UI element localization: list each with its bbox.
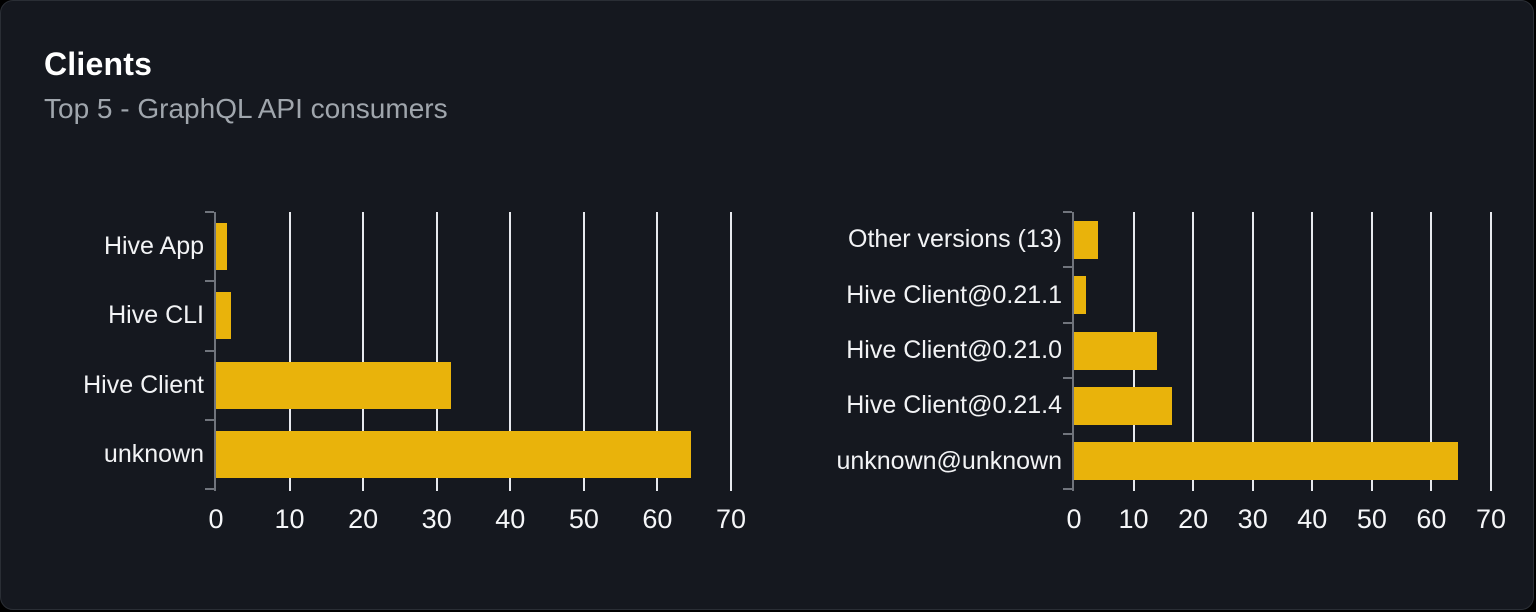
x-axis-tick-label: 10 [1118, 504, 1149, 534]
panel-subtitle: Top 5 - GraphQL API consumers [44, 93, 448, 124]
category-label: Hive Client@0.21.4 [846, 391, 1062, 420]
chart-bar [1074, 442, 1459, 481]
gridline [1251, 212, 1254, 491]
x-axis-tick-label: 40 [1297, 504, 1328, 534]
x-axis-tick-label: 0 [1066, 504, 1082, 534]
clients-by-version-chart: Other versions (13) Hive Client@0.21.1 Hiv… [836, 211, 1506, 542]
panel-title: Clients [44, 46, 153, 82]
x-axis-tick-label: 30 [1237, 504, 1268, 534]
plot-area [1063, 211, 1492, 491]
x-axis-tick-label: 30 [421, 504, 452, 534]
y-axis-line [214, 212, 216, 491]
gridline [1311, 212, 1314, 491]
x-axis-tick-label: 20 [1178, 504, 1209, 534]
x-axis-tick-label: 40 [495, 504, 526, 534]
x-axis-tick-label: 60 [642, 504, 673, 534]
y-axis-tick [1063, 488, 1072, 490]
clients-by-name-chart: Hive App Hive CLI Hive Client unknown 0 10 20… [83, 211, 746, 542]
chart-bar [216, 361, 452, 409]
y-axis-line [1072, 212, 1074, 491]
x-axis-tick-label: 20 [348, 504, 379, 534]
y-axis-tick [205, 211, 214, 213]
x-axis-tick-label: 60 [1416, 504, 1447, 534]
category-label: Hive Client@0.21.0 [846, 335, 1062, 364]
category-label: unknown [103, 439, 204, 468]
gridline [362, 212, 365, 491]
chart-bar [216, 223, 228, 271]
gridline [1430, 212, 1433, 491]
chart-bar [216, 430, 691, 478]
gridline [1490, 212, 1492, 491]
y-axis-tick [1063, 266, 1072, 269]
category-label: Other versions (13) [848, 225, 1062, 254]
y-axis-tick [205, 418, 214, 421]
gridline [509, 212, 512, 491]
x-axis-tick-labels: 0 10 20 30 40 50 60 70 [208, 504, 746, 536]
chart-bar [1074, 220, 1098, 259]
x-axis-tick-label: 50 [1356, 504, 1387, 534]
gridline [582, 212, 585, 491]
y-axis-tick [205, 488, 214, 490]
gridline [288, 212, 291, 491]
y-axis-tick [205, 280, 214, 283]
category-label: unknown@unknown [836, 446, 1062, 475]
chart-bar [1074, 276, 1086, 315]
category-label: Hive Client@0.21.1 [846, 280, 1062, 309]
y-axis-tick [1063, 211, 1072, 213]
y-axis-category-labels: Hive App Hive CLI Hive Client unknown [83, 212, 204, 489]
chart-bar [216, 292, 231, 340]
y-axis-tick [1063, 377, 1072, 380]
x-axis-tick-labels: 0 10 20 30 40 50 60 70 [1066, 504, 1506, 536]
x-axis-tick-label: 10 [274, 504, 305, 534]
x-axis-tick-label: 0 [208, 504, 224, 534]
gridline [1192, 212, 1195, 491]
gridline [1370, 212, 1373, 491]
gridline [656, 212, 659, 491]
y-axis-tick [1063, 432, 1072, 435]
chart-bar [1074, 331, 1158, 370]
category-label: Hive CLI [108, 301, 204, 330]
category-label: Hive Client [83, 370, 204, 399]
chart-bar [1074, 386, 1173, 425]
category-label: Hive App [103, 232, 204, 261]
x-axis-tick-label: 50 [568, 504, 599, 534]
y-axis-tick [1063, 321, 1072, 324]
x-axis-tick-label: 70 [1475, 504, 1507, 534]
gridline [730, 212, 732, 491]
y-axis-tick [205, 349, 214, 352]
panel-header: Clients Top 5 - GraphQL API consumers [44, 45, 448, 126]
gridline [435, 212, 438, 491]
y-axis-category-labels: Other versions (13) Hive Client@0.21.1 Hiv… [836, 212, 1062, 489]
x-axis-tick-label: 70 [715, 504, 747, 534]
plot-area [205, 211, 732, 491]
